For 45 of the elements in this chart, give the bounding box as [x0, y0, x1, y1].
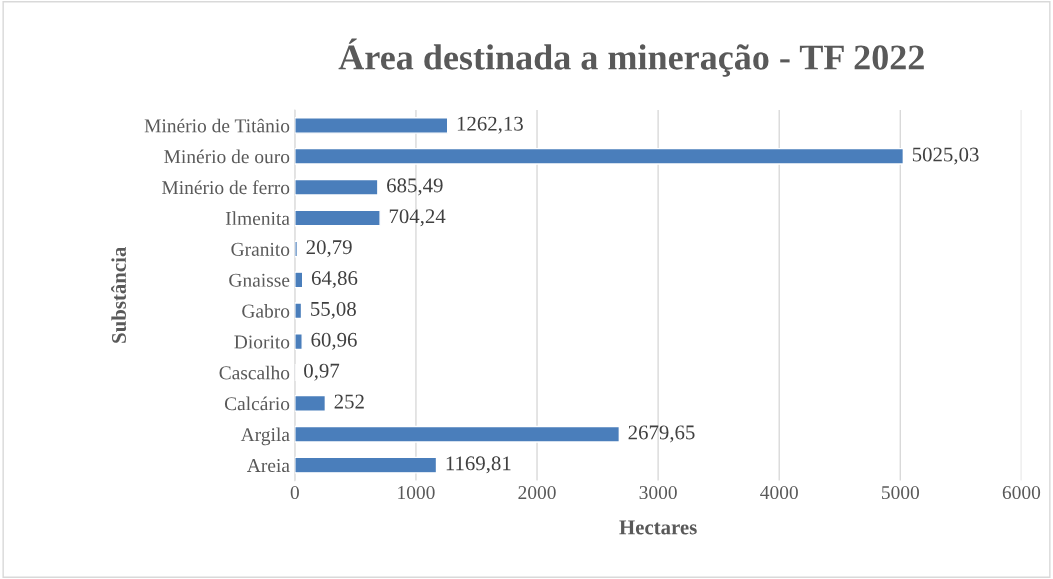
data-label: 20,79	[306, 240, 352, 258]
y-tick-label: Minério de ouro	[164, 149, 290, 164]
bar	[294, 240, 299, 258]
y-tick-label: Minério de ferro	[162, 180, 290, 195]
x-axis-title: Hectares	[619, 520, 697, 535]
bar	[294, 147, 905, 165]
data-label: 5025,03	[912, 147, 979, 165]
data-label: 0,97	[304, 363, 340, 381]
y-tick-label: Cascalho	[219, 365, 290, 380]
data-label: 1262,13	[457, 116, 523, 134]
bar	[294, 209, 381, 227]
bar	[294, 333, 303, 351]
data-label: 1169,81	[446, 456, 511, 474]
y-tick-label: Areia	[246, 459, 290, 473]
y-tick-label: Minério de Titânio	[144, 118, 290, 133]
y-axis-title: Substância	[111, 246, 127, 343]
y-tick-label: Granito	[231, 242, 290, 256]
y-tick-label: Diorito	[234, 335, 290, 349]
bar	[294, 271, 304, 289]
bar	[294, 178, 379, 196]
data-label: 685,49	[387, 178, 443, 196]
x-tick-label: 1000	[398, 485, 435, 500]
data-label: 55,08	[311, 301, 356, 319]
y-tick-label: Calcário	[224, 396, 290, 411]
bar	[294, 302, 303, 320]
x-tick-label: 3000	[639, 485, 677, 500]
data-label: 2679,65	[628, 425, 695, 443]
y-tick-label: Ilmenita	[225, 211, 290, 226]
x-tick-label: 4000	[760, 485, 798, 500]
x-tick-label: 5000	[882, 485, 920, 500]
bar	[294, 394, 327, 412]
bar	[294, 456, 438, 474]
chart-title: Área destinada a mineração - TF 2022	[338, 38, 924, 77]
x-tick-label: 2000	[518, 485, 556, 500]
bar	[294, 117, 449, 134]
x-tick-label: 0	[290, 485, 299, 500]
x-tick-label: 6000	[1002, 485, 1041, 500]
y-tick-label: Gnaisse	[229, 273, 290, 287]
bar	[294, 425, 621, 443]
data-label: 704,24	[389, 209, 446, 227]
data-label: 64,86	[311, 271, 358, 289]
data-label: 252	[334, 394, 364, 409]
y-tick-label: Argila	[240, 427, 290, 446]
y-tick-label: Gabro	[242, 303, 290, 318]
data-label: 60,96	[311, 332, 357, 350]
